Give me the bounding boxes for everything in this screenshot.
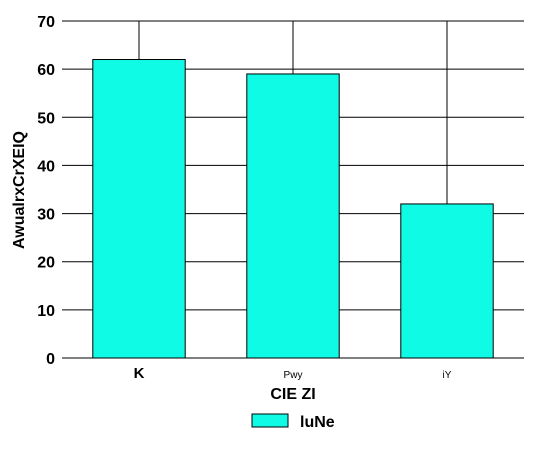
y-tick-label: 10 — [37, 303, 55, 320]
legend: luNe — [251, 413, 335, 431]
x-tick-labels: K Pwy iY — [134, 365, 452, 382]
y-tick-labels: 0 10 20 30 40 50 60 70 — [37, 14, 55, 368]
x-tick-label: iY — [443, 370, 452, 381]
x-tick-label: Pwy — [284, 370, 303, 381]
bar-K — [92, 59, 186, 359]
y-tick-label: 0 — [46, 351, 55, 368]
y-tick-label: 50 — [37, 110, 55, 127]
y-axis-title: AwualrxCrXEIQ — [11, 131, 28, 249]
y-tick-label: 20 — [37, 255, 55, 272]
x-axis-title: CIE ZI — [270, 386, 315, 403]
y-tick-label: 60 — [37, 62, 55, 79]
bar-iY — [400, 203, 494, 359]
y-tick-label: 40 — [37, 158, 55, 175]
x-tick-label: K — [134, 365, 145, 382]
bars — [92, 59, 494, 359]
y-tick-label: 30 — [37, 207, 55, 224]
legend-swatch — [251, 413, 289, 428]
y-tick-label: 70 — [37, 14, 55, 31]
legend-label: luNe — [300, 414, 335, 431]
bar-Pwy — [246, 73, 340, 359]
